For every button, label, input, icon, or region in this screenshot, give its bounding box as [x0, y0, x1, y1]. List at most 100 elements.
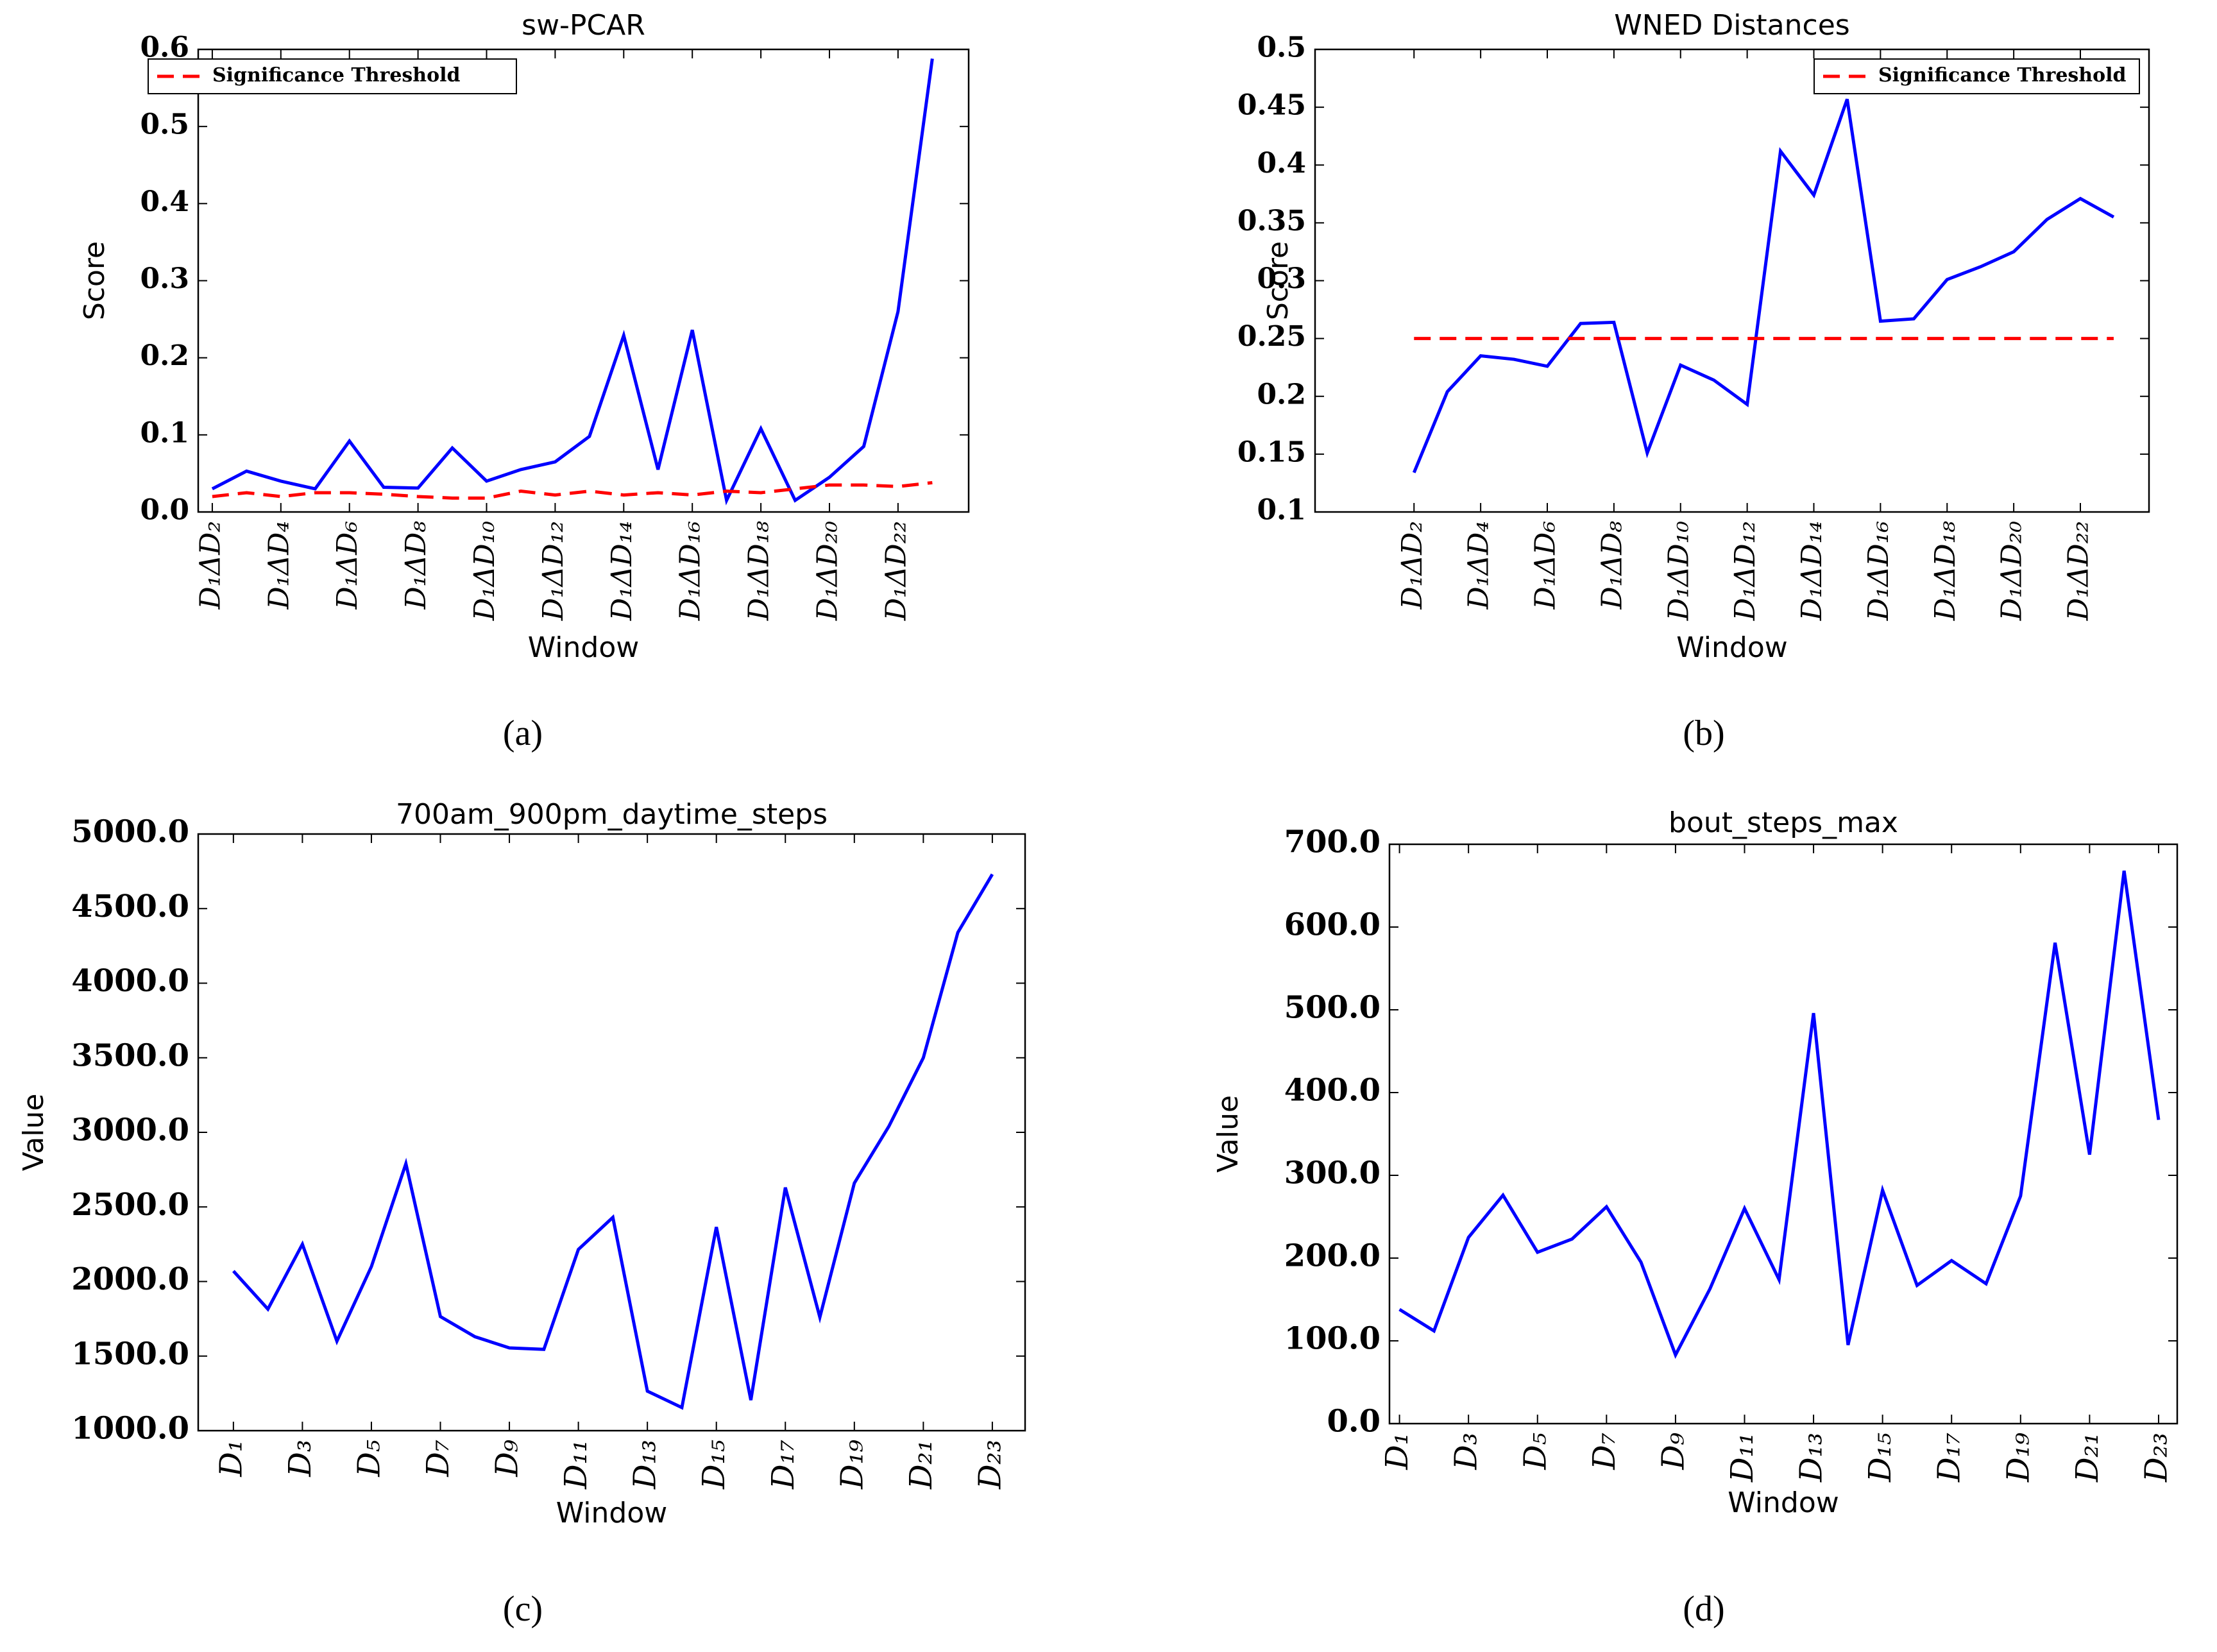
x-tick-label: D₅ — [1517, 1433, 1553, 1470]
x-tick-label: D₁ΔD₁₆ — [674, 521, 707, 621]
y-tick-label: 4500.0 — [71, 889, 189, 924]
x-tick-label: D₁ΔD₁₂ — [537, 521, 570, 621]
caption: (d) — [1683, 1589, 1724, 1629]
x-axis-label: Window — [556, 1497, 668, 1529]
x-tick-label: D₁₃ — [1794, 1433, 1830, 1483]
legend-label: Significance Threshold — [212, 64, 461, 87]
y-tick-label: 0.5 — [140, 108, 189, 141]
x-tick-label: D₁ΔD₁₄ — [1796, 521, 1828, 621]
x-tick-label: D₁ΔD₈ — [400, 521, 432, 610]
x-tick-label: D₅ — [351, 1440, 387, 1477]
x-tick-label: D₁₃ — [627, 1440, 663, 1490]
x-tick-label: D₂₁ — [903, 1440, 939, 1490]
x-tick-label: D₃ — [282, 1440, 318, 1477]
y-tick-label: 0.4 — [140, 185, 189, 218]
x-tick-label: D₁ΔD₁₀ — [1662, 521, 1695, 622]
x-tick-label: D₁ΔD₂ — [1396, 521, 1429, 610]
chart-title: 700am_900pm_daytime_steps — [396, 798, 828, 831]
x-tick-label: D₁ΔD₁₄ — [606, 521, 638, 621]
x-tick-label: D₁ΔD₂₀ — [811, 521, 844, 622]
series-line — [232, 873, 994, 1410]
x-tick-label: D₁ΔD₂₂ — [2062, 521, 2095, 621]
x-tick-label: D₁₅ — [696, 1440, 732, 1490]
x-tick-label: D₃ — [1448, 1433, 1484, 1470]
x-tick-label: D₇ — [420, 1440, 456, 1477]
x-tick-label: D₁ΔD₄ — [262, 521, 295, 610]
y-tick-label: 0.3 — [140, 262, 189, 295]
y-tick-label: 0.2 — [1257, 378, 1306, 411]
x-tick-label: D₉ — [1655, 1432, 1691, 1470]
y-tick-label: 0.15 — [1237, 436, 1306, 468]
legend-box — [148, 58, 517, 94]
x-tick-label: D₁ΔD₆ — [331, 521, 364, 610]
x-tick-label: D₁ΔD₁₈ — [743, 521, 776, 622]
y-tick-label: 2000.0 — [71, 1261, 189, 1297]
y-tick-label: 3000.0 — [71, 1112, 189, 1148]
y-axis-label: Value — [1212, 1095, 1244, 1173]
y-axis-label: Score — [78, 241, 111, 320]
y-tick-label: 100.0 — [1284, 1321, 1380, 1357]
y-tick-label: 0.4 — [1257, 147, 1306, 180]
series-line — [1412, 98, 2115, 473]
x-tick-label: D₁ — [1379, 1433, 1415, 1470]
plot-frame — [197, 833, 1026, 1432]
y-tick-label: 300.0 — [1284, 1155, 1380, 1191]
x-tick-label: D₁ΔD₂₂ — [879, 521, 912, 621]
x-tick-label: D₁ΔD₁₂ — [1729, 521, 1762, 621]
caption: (c) — [503, 1589, 543, 1629]
y-tick-label: 1000.0 — [71, 1411, 189, 1447]
y-tick-label: 0.1 — [140, 416, 189, 449]
x-tick-label: D₉ — [489, 1439, 525, 1477]
y-tick-label: 500.0 — [1284, 990, 1380, 1026]
y-tick-label: 0.45 — [1237, 89, 1306, 122]
x-tick-label: D₂₃ — [2138, 1433, 2174, 1483]
y-tick-label: 1500.0 — [71, 1336, 189, 1372]
caption: (a) — [503, 713, 543, 753]
x-tick-label: D₂₁ — [2069, 1433, 2105, 1483]
x-tick-label: D₁ΔD₆ — [1529, 521, 1562, 610]
series-line — [212, 481, 933, 500]
plot-frame — [1388, 843, 2179, 1425]
x-axis-label: Window — [528, 631, 640, 664]
x-tick-label: D₁₉ — [2000, 1432, 2036, 1483]
x-tick-label: D₁ΔD₂ — [194, 521, 226, 610]
caption: (b) — [1683, 713, 1724, 753]
y-tick-label: 4000.0 — [71, 963, 189, 999]
y-tick-label: 3500.0 — [71, 1037, 189, 1073]
x-tick-label: D₁ΔD₄ — [1463, 521, 1495, 610]
y-tick-label: 0.3 — [1257, 262, 1306, 295]
y-axis-label: Score — [1262, 241, 1295, 320]
x-tick-label: D₁₁ — [1724, 1433, 1760, 1483]
y-tick-label: 0.25 — [1237, 320, 1306, 353]
x-tick-label: D₁ΔD₂₀ — [1996, 521, 2028, 622]
y-tick-label: 0.0 — [140, 494, 189, 527]
y-tick-label: 200.0 — [1284, 1238, 1380, 1274]
y-tick-label: 0.0 — [1327, 1404, 1380, 1440]
chart-title: bout_steps_max — [1669, 806, 1898, 839]
x-tick-label: D₁ΔD₁₈ — [1929, 521, 1962, 622]
x-tick-label: D₁₇ — [765, 1440, 801, 1490]
x-tick-label: D₇ — [1586, 1433, 1622, 1470]
x-tick-label: D₁₅ — [1862, 1433, 1898, 1483]
x-axis-label: Window — [1728, 1486, 1839, 1519]
y-tick-label: 700.0 — [1284, 824, 1380, 860]
x-tick-label: D₁ — [213, 1440, 249, 1477]
chart-title: WNED Distances — [1614, 9, 1849, 42]
plot-frame — [1314, 48, 2150, 513]
series-line — [211, 58, 934, 506]
y-tick-label: 0.1 — [1257, 494, 1306, 527]
y-tick-label: 600.0 — [1284, 907, 1380, 943]
x-axis-label: Window — [1676, 631, 1788, 664]
x-tick-label: D₁₇ — [1932, 1433, 1967, 1483]
x-tick-label: D₁ΔD₁₆ — [1862, 521, 1895, 621]
x-tick-label: D₁ΔD₈ — [1595, 521, 1628, 610]
legend-label: Significance Threshold — [1878, 64, 2127, 87]
y-tick-label: 0.35 — [1237, 205, 1306, 237]
x-tick-label: D₁₉ — [834, 1439, 870, 1490]
y-tick-label: 5000.0 — [71, 814, 189, 850]
y-tick-label: 2500.0 — [71, 1187, 189, 1223]
x-tick-label: D₂₃ — [972, 1440, 1008, 1490]
y-axis-label: Value — [17, 1094, 50, 1171]
